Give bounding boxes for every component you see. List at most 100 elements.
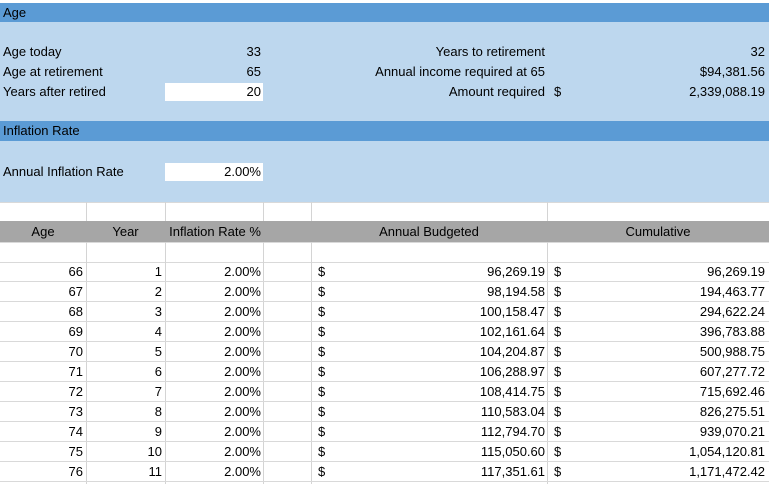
age-cell[interactable]: 66	[68, 264, 83, 279]
table-row: 73 8 2.00% $110,583.04 $826,275.51	[0, 402, 769, 422]
age-cell[interactable]: 70	[68, 344, 83, 359]
budget-currency-cell[interactable]: $	[318, 384, 326, 399]
annual-inflation-rate-label: Annual Inflation Rate	[3, 164, 124, 179]
table-row: 66 1 2.00% $96,269.19 $96,269.19	[0, 262, 769, 282]
budget-currency-cell[interactable]: $	[318, 304, 326, 319]
year-cell[interactable]: 4	[154, 324, 162, 339]
cumulative-cell[interactable]: 294,622.24	[699, 304, 765, 319]
age-cell[interactable]: 67	[68, 284, 83, 299]
rate-cell[interactable]: 2.00%	[224, 324, 261, 339]
cumulative-cell[interactable]: 939,070.21	[699, 424, 765, 439]
table-row: 67 2 2.00% $98,194.58 $194,463.77	[0, 282, 769, 302]
cumulative-cell[interactable]: 607,277.72	[699, 364, 765, 379]
cumulative-cell[interactable]: 194,463.77	[699, 284, 765, 299]
budget-currency-cell[interactable]: $	[318, 324, 326, 339]
age-cell[interactable]: 75	[68, 444, 83, 459]
cumulative-currency-cell[interactable]: $	[554, 404, 562, 419]
table-row: 69 4 2.00% $102,161.64 $396,783.88	[0, 322, 769, 342]
column-divider	[165, 202, 166, 484]
budget-currency-cell[interactable]: $	[318, 344, 326, 359]
age-cell[interactable]: 73	[68, 404, 83, 419]
column-divider	[86, 202, 87, 484]
rate-cell[interactable]: 2.00%	[224, 344, 261, 359]
table-row: 68 3 2.00% $100,158.47 $294,622.24	[0, 302, 769, 322]
budget-cell[interactable]: 102,161.64	[479, 324, 545, 339]
column-divider	[547, 202, 548, 484]
budget-cell[interactable]: 117,351.61	[480, 464, 545, 479]
rate-cell[interactable]: 2.00%	[224, 264, 261, 279]
table-row: 70 5 2.00% $104,204.87 $500,988.75	[0, 342, 769, 362]
gridline	[0, 281, 769, 282]
gridline	[0, 441, 769, 442]
year-cell[interactable]: 1	[154, 264, 162, 279]
year-cell[interactable]: 9	[154, 424, 162, 439]
age-cell[interactable]: 76	[68, 464, 83, 479]
annual-inflation-rate-value[interactable]: 2.00%	[224, 164, 261, 179]
budget-cell[interactable]: 96,269.19	[487, 264, 545, 279]
year-cell[interactable]: 2	[154, 284, 162, 299]
rate-cell[interactable]: 2.00%	[224, 424, 261, 439]
years-after-value[interactable]: 20	[246, 84, 261, 99]
budget-currency-cell[interactable]: $	[318, 424, 326, 439]
cumulative-cell[interactable]: 96,269.19	[707, 264, 765, 279]
rate-cell[interactable]: 2.00%	[224, 464, 261, 479]
age-retirement-value[interactable]: 65	[246, 64, 261, 79]
budget-cell[interactable]: 112,794.70	[480, 424, 545, 439]
year-cell[interactable]: 10	[147, 444, 162, 459]
cumulative-currency-cell[interactable]: $	[554, 324, 562, 339]
budget-currency-cell[interactable]: $	[318, 264, 326, 279]
cumulative-currency-cell[interactable]: $	[554, 444, 562, 459]
amount-required-label: Amount required	[448, 84, 545, 99]
year-cell[interactable]: 6	[154, 364, 162, 379]
budget-cell[interactable]: 108,414.75	[479, 384, 545, 399]
cumulative-cell[interactable]: 1,171,472.42	[689, 464, 765, 479]
budget-cell[interactable]: 104,204.87	[479, 344, 545, 359]
cumulative-currency-cell[interactable]: $	[554, 464, 562, 479]
cumulative-currency-cell[interactable]: $	[554, 304, 562, 319]
age-cell[interactable]: 72	[68, 384, 83, 399]
budget-currency-cell[interactable]: $	[318, 404, 326, 419]
budget-cell[interactable]: 106,288.97	[479, 364, 545, 379]
budget-currency-cell[interactable]: $	[318, 284, 326, 299]
age-cell[interactable]: 68	[68, 304, 83, 319]
year-cell[interactable]: 5	[154, 344, 162, 359]
rate-cell[interactable]: 2.00%	[224, 404, 261, 419]
age-cell[interactable]: 71	[68, 364, 83, 379]
year-cell[interactable]: 7	[154, 384, 162, 399]
cumulative-currency-cell[interactable]: $	[554, 344, 562, 359]
rate-cell[interactable]: 2.00%	[224, 444, 261, 459]
budget-currency-cell[interactable]: $	[318, 364, 326, 379]
age-cell[interactable]: 69	[68, 324, 83, 339]
cumulative-cell[interactable]: 826,275.51	[699, 404, 765, 419]
budget-currency-cell[interactable]: $	[318, 464, 326, 479]
budget-cell[interactable]: 98,194.58	[487, 284, 545, 299]
cumulative-currency-cell[interactable]: $	[554, 264, 562, 279]
rate-cell[interactable]: 2.00%	[224, 364, 261, 379]
year-cell[interactable]: 11	[148, 464, 163, 479]
year-cell[interactable]: 8	[154, 404, 162, 419]
budget-cell[interactable]: 110,583.04	[480, 404, 545, 419]
rate-cell[interactable]: 2.00%	[224, 284, 261, 299]
inflation-rate-input-box[interactable]	[165, 163, 263, 181]
rate-cell[interactable]: 2.00%	[224, 384, 261, 399]
cumulative-currency-cell[interactable]: $	[554, 284, 562, 299]
gridline	[0, 461, 769, 462]
inflation-section-title: Inflation Rate	[3, 123, 80, 138]
cumulative-currency-cell[interactable]: $	[554, 364, 562, 379]
budget-cell[interactable]: 100,158.47	[479, 304, 545, 319]
budget-cell[interactable]: 115,050.60	[480, 444, 545, 459]
years-after-input-box[interactable]	[165, 83, 263, 101]
age-today-value[interactable]: 33	[246, 44, 261, 59]
table-row: 72 7 2.00% $108,414.75 $715,692.46	[0, 382, 769, 402]
cumulative-cell[interactable]: 715,692.46	[699, 384, 765, 399]
year-cell[interactable]: 3	[154, 304, 162, 319]
cumulative-cell[interactable]: 500,988.75	[699, 344, 765, 359]
budget-currency-cell[interactable]: $	[318, 444, 326, 459]
cumulative-cell[interactable]: 1,054,120.81	[689, 444, 765, 459]
cumulative-currency-cell[interactable]: $	[554, 384, 562, 399]
age-cell[interactable]: 74	[68, 424, 83, 439]
gridline	[0, 202, 769, 203]
cumulative-currency-cell[interactable]: $	[554, 424, 562, 439]
rate-cell[interactable]: 2.00%	[224, 304, 261, 319]
cumulative-cell[interactable]: 396,783.88	[699, 324, 765, 339]
